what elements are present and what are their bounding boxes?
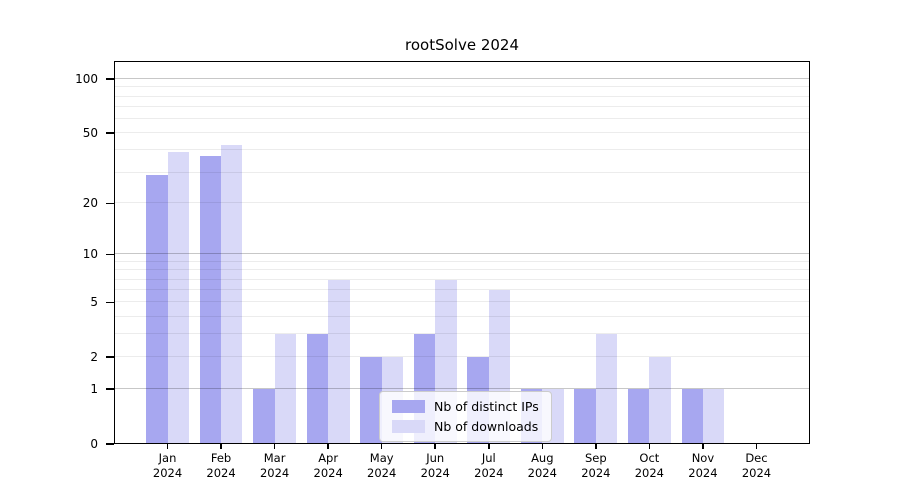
y-tick-mark-20: [106, 202, 114, 205]
x-tick-label-jun: Jun 2024: [420, 451, 450, 480]
y-tick-label-0: 0: [90, 437, 98, 451]
x-tick-mark-apr: [327, 443, 329, 449]
bar-nb-of-distinct-ips-sep: [574, 389, 596, 444]
y-tick-label-10: 10: [82, 247, 98, 262]
chart-title: rootSolve 2024: [405, 36, 519, 54]
x-tick-label-apr: Apr 2024: [313, 451, 343, 480]
bar-nb-of-downloads-jan: [167, 152, 189, 444]
legend-swatch-downloads: [392, 420, 425, 433]
y-tick-mark-1: [106, 388, 114, 390]
y-tick-label-1: 1: [90, 382, 98, 397]
x-tick-mark-mar: [273, 443, 276, 449]
gridline-60: [114, 117, 810, 119]
x-tick-label-jul: Jul 2024: [474, 451, 504, 480]
plot-area: Nb of distinct IPs Nb of downloads: [114, 61, 810, 444]
y-tick-mark-0: [106, 443, 114, 445]
x-tick-label-nov: Nov 2024: [688, 451, 718, 480]
x-tick-mark-may: [380, 443, 383, 449]
y-tick-label-20: 20: [82, 196, 98, 211]
y-tick-label-50: 50: [82, 126, 98, 141]
x-tick-mark-nov: [702, 443, 704, 449]
bar-nb-of-distinct-ips-oct: [627, 389, 650, 444]
y-tick-label-2: 2: [90, 350, 98, 365]
bar-nb-of-distinct-ips-mar: [253, 389, 275, 444]
gridline-50: [114, 132, 810, 134]
gridline-40: [114, 149, 810, 151]
bar-nb-of-distinct-ips-may: [360, 357, 382, 444]
x-tick-mark-jul: [488, 443, 490, 449]
gridline-90: [114, 86, 810, 88]
x-tick-mark-aug: [541, 443, 544, 449]
legend-item-downloads: Nb of downloads: [392, 419, 539, 434]
gridline-70: [114, 105, 810, 107]
gridline-80: [114, 95, 810, 97]
bar-nb-of-distinct-ips-jan: [146, 175, 168, 444]
x-tick-mark-sep: [595, 443, 597, 449]
x-tick-label-oct: Oct 2024: [634, 451, 665, 480]
bar-nb-of-downloads-nov: [702, 389, 725, 444]
y-tick-mark-50: [106, 132, 114, 134]
y-tick-label-5: 5: [90, 295, 98, 310]
x-tick-mark-jan: [166, 443, 169, 449]
bar-nb-of-downloads-feb: [221, 144, 243, 444]
legend-item-distinct-ips: Nb of distinct IPs: [392, 399, 539, 414]
y-tick-mark-5: [106, 301, 114, 304]
x-tick-mark-jun: [434, 443, 436, 449]
x-tick-label-jan: Jan 2024: [152, 451, 183, 480]
bar-nb-of-downloads-oct: [649, 357, 671, 444]
x-tick-label-may: May 2024: [367, 451, 397, 480]
x-tick-mark-oct: [648, 443, 651, 449]
x-tick-label-mar: Mar 2024: [259, 451, 290, 480]
bar-nb-of-downloads-apr: [328, 279, 350, 444]
legend: Nb of distinct IPs Nb of downloads: [379, 391, 552, 442]
y-tick-mark-10: [106, 253, 114, 256]
x-tick-mark-feb: [220, 443, 222, 449]
bar-nb-of-downloads-mar: [274, 334, 297, 444]
legend-label-distinct-ips: Nb of distinct IPs: [434, 399, 539, 414]
x-tick-mark-dec: [755, 443, 758, 449]
x-tick-label-feb: Feb 2024: [206, 451, 236, 480]
x-tick-label-dec: Dec 2024: [741, 451, 772, 480]
legend-label-downloads: Nb of downloads: [434, 419, 539, 434]
x-tick-label-aug: Aug 2024: [527, 451, 557, 480]
y-tick-label-100: 100: [75, 72, 98, 87]
y-tick-mark-2: [106, 356, 114, 358]
gridline-100: [114, 78, 810, 80]
y-tick-mark-100: [106, 78, 114, 80]
bar-nb-of-distinct-ips-apr: [306, 334, 329, 444]
bar-nb-of-distinct-ips-nov: [681, 389, 703, 444]
legend-swatch-distinct-ips: [392, 400, 425, 413]
x-tick-label-sep: Sep 2024: [581, 451, 611, 480]
bar-nb-of-downloads-sep: [595, 334, 618, 444]
bar-nb-of-distinct-ips-feb: [199, 156, 222, 444]
